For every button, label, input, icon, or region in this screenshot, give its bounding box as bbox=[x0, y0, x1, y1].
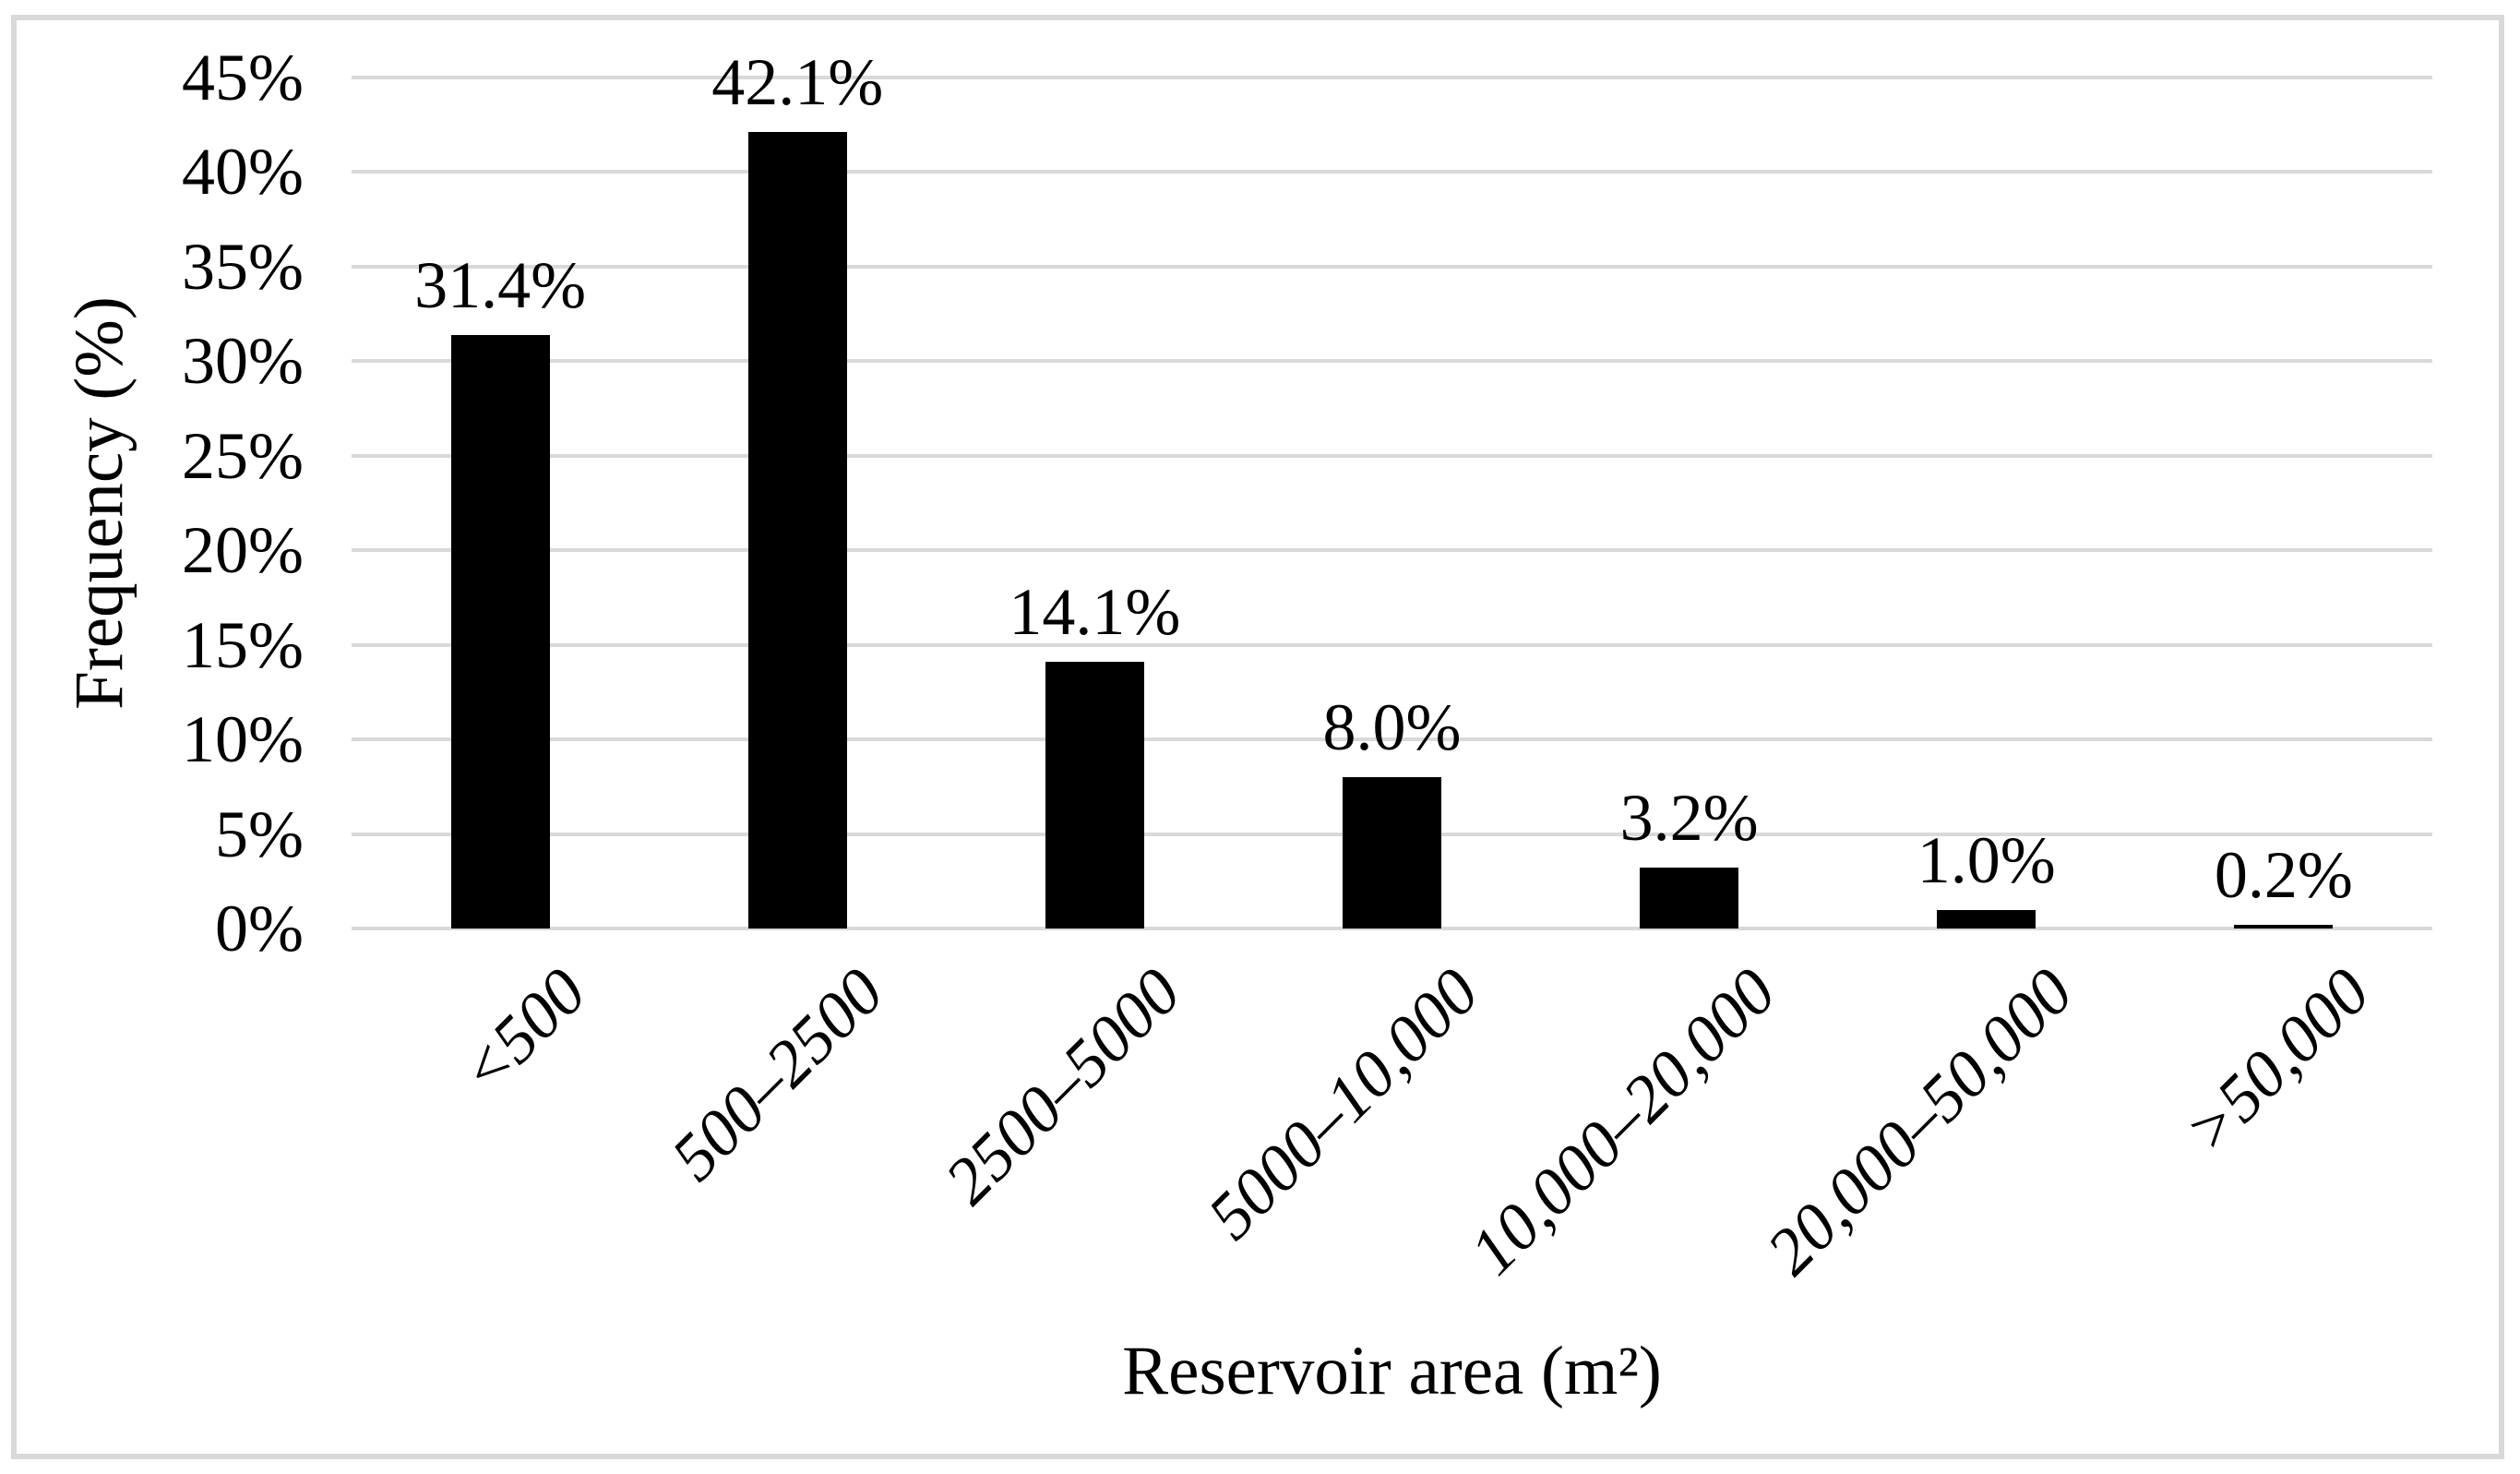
y-tick-label: 15% bbox=[182, 607, 304, 682]
y-tick-label: 20% bbox=[182, 513, 304, 588]
gridline bbox=[352, 76, 2432, 79]
bar bbox=[1343, 777, 1441, 929]
x-axis-title: Reservoir area (m²) bbox=[1122, 1333, 1662, 1409]
y-tick-label: 5% bbox=[215, 797, 304, 871]
plot-area: 0% 5% 10% 15% 20% 25% 30% 35% 40% 45% 31.4% <500 42.… bbox=[182, 41, 2432, 1288]
gridline bbox=[352, 453, 2432, 458]
bar-value-label: 3.2% bbox=[1619, 781, 1759, 856]
bar bbox=[747, 132, 847, 929]
bar-value-label: 0.2% bbox=[2214, 837, 2353, 912]
bar-value-label: 42.1% bbox=[711, 45, 884, 120]
y-tick-label: 45% bbox=[182, 41, 304, 114]
gridline bbox=[352, 737, 2432, 742]
y-tick-label: 30% bbox=[182, 324, 304, 399]
bar bbox=[1640, 868, 1739, 929]
bar bbox=[2234, 924, 2334, 929]
bar bbox=[450, 334, 550, 929]
bar-value-label: 8.0% bbox=[1322, 690, 1462, 765]
gridline bbox=[352, 642, 2432, 647]
bar bbox=[1937, 909, 2036, 929]
gridline bbox=[352, 170, 2432, 174]
bar-value-label: 1.0% bbox=[1917, 822, 2056, 897]
gridline bbox=[352, 359, 2432, 364]
y-tick-label: 35% bbox=[182, 229, 304, 304]
y-tick-label: 10% bbox=[182, 702, 304, 777]
gridline bbox=[352, 264, 2432, 269]
chart-frame-border bbox=[11, 15, 2504, 1459]
gridline bbox=[352, 548, 2432, 553]
bar bbox=[1045, 662, 1144, 929]
y-tick-label: 0% bbox=[215, 892, 304, 965]
y-tick-label: 40% bbox=[182, 135, 304, 210]
bar-value-label: 31.4% bbox=[414, 247, 587, 322]
y-tick-label: 25% bbox=[182, 418, 304, 493]
gridline bbox=[352, 927, 2432, 930]
bar-value-label: 14.1% bbox=[1009, 575, 1181, 650]
